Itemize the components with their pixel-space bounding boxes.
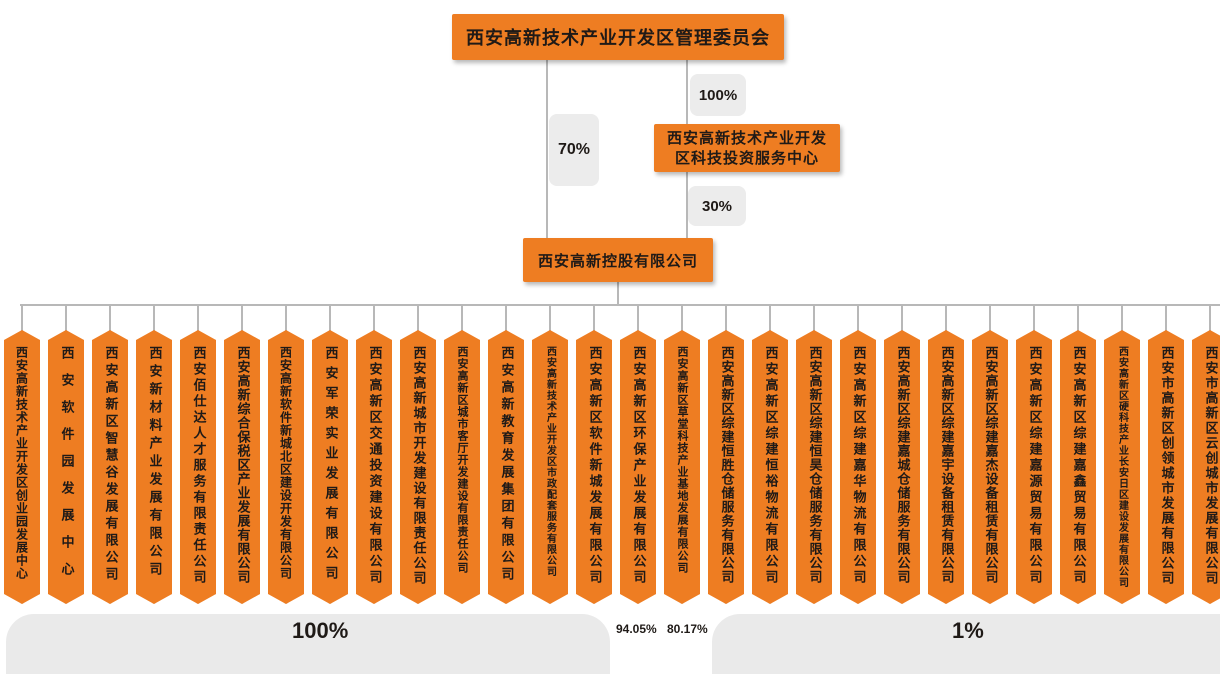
subsidiary-drop-line [65,304,67,332]
ownership-pct-committee-to-center: 100% [690,74,746,116]
subsidiary-name: 西安高新区软件新城发展有限公司 [586,346,602,586]
connector-committee-to-center [686,60,688,124]
subsidiary-box: 西安高新软件新城北区建设开发有限公司 [268,330,304,604]
subsidiary-name: 西安高新区智慧谷发展有限公司 [102,346,118,584]
connector-holding-down [617,282,619,304]
subsidiary-box: 西安军荣实业发展有限公司 [312,330,348,604]
subsidiary-name: 西安高新区环保产业发展有限公司 [630,346,646,586]
subsidiary-box: 西安高新教育发展集团有限公司 [488,330,524,604]
subsidiary-name: 西安高新区综建嘉杰设备租赁有限公司 [982,346,998,584]
subsidiary-drop-line [153,304,155,332]
subsidiary-name: 西安高新区草堂科技产业基地发展有限公司 [676,346,689,574]
ownership-pct-center-to-holding: 30% [688,186,746,226]
connector-committee-to-holding [546,60,548,238]
subsidiary-name: 西安高新区综建恒裕物流有限公司 [762,346,778,586]
subsidiary-drop-line [285,304,287,332]
subsidiary-drop-line [681,304,683,332]
subsidiary-name: 西安高新区综建嘉华物流有限公司 [850,346,866,586]
subsidiary-name: 西安高新综合保税区产业发展有限公司 [234,346,250,584]
subsidiary-box: 西安高新区综建恒昊仓储服务有限公司 [796,330,832,604]
subsidiary-drop-line [813,304,815,332]
subsidiary-name: 西安市高新区创领城市发展有限公司 [1158,346,1174,586]
subsidiary-drop-line [901,304,903,332]
subsidiary-name: 西安新材料产业发展有限公司 [146,346,162,580]
subsidiary-drop-line [329,304,331,332]
connector-subsidiary-bus [20,304,1220,306]
subsidiary-name: 西安高新区交通投资建设有限公司 [366,346,382,586]
subsidiary-box: 西安高新综合保税区产业发展有限公司 [224,330,260,604]
subsidiary-name: 西安高新区城市客厅开发建设有限责任公司 [456,346,469,574]
subsidiary-drop-line [1165,304,1167,332]
subsidiary-box: 西安高新区综建嘉华物流有限公司 [840,330,876,604]
subsidiary-name: 西安软件园发展中心 [58,346,74,589]
subsidiary-drop-line [461,304,463,332]
subsidiary-name: 西安军荣实业发展有限公司 [322,346,338,586]
subsidiary-drop-line [769,304,771,332]
subsidiary-drop-line [505,304,507,332]
subsidiary-name: 西安高新区综建恒昊仓储服务有限公司 [806,346,822,584]
subsidiary-box: 西安新材料产业发展有限公司 [136,330,172,604]
subsidiary-drop-line [549,304,551,332]
subsidiary-box: 西安高新城市开发建设有限责任公司 [400,330,436,604]
subsidiary-box: 西安高新区交通投资建设有限公司 [356,330,392,604]
subsidiary-box: 西安市高新区云创城市发展有限公司 [1192,330,1220,604]
subsidiary-box: 西安软件园发展中心 [48,330,84,604]
subsidiary-name: 西安高新区硬科技产业长安日区建设发展有限公司 [1116,346,1128,588]
subsidiary-drop-line [417,304,419,332]
subsidiary-box: 西安高新区综建嘉宇设备租赁有限公司 [928,330,964,604]
subsidiary-name: 西安高新技术产业开发区市政配套服务有限公司 [544,346,556,577]
ownership-pct-committee-to-holding: 70% [549,114,599,186]
subsidiary-drop-line [21,304,23,332]
subsidiary-name: 西安高新区综建嘉鑫贸易有限公司 [1070,346,1086,586]
subsidiary-name: 西安高新区综建嘉城仓储服务有限公司 [894,346,910,584]
subsidiary-drop-line [857,304,859,332]
subsidiary-drop-line [637,304,639,332]
subsidiary-drop-line [725,304,727,332]
subsidiary-drop-line [373,304,375,332]
holding-company-box: 西安高新控股有限公司 [523,238,713,282]
subsidiary-box: 西安佰仕达人才服务有限责任公司 [180,330,216,604]
subsidiary-box: 西安高新区软件新城发展有限公司 [576,330,612,604]
subsidiary-name: 西安高新教育发展集团有限公司 [498,346,514,584]
subsidiary-box: 西安高新区综建嘉城仓储服务有限公司 [884,330,920,604]
management-committee-box: 西安高新技术产业开发区管理委员会 [452,14,784,60]
connector-center-to-holding [686,172,688,238]
subsidiary-box: 西安高新区综建恒胜仓储服务有限公司 [708,330,744,604]
subsidiary-box: 西安高新区综建恒裕物流有限公司 [752,330,788,604]
group-pct-right: 1% [952,618,984,643]
subsidiary-name: 西安高新区综建嘉宇设备租赁有限公司 [938,346,954,584]
subsidiary-box: 西安高新技术产业开发区市政配套服务有限公司 [532,330,568,604]
subsidiary-box: 西安高新区草堂科技产业基地发展有限公司 [664,330,700,604]
group-pct-caotang: 80.17% [667,622,708,636]
subsidiary-name: 西安高新城市开发建设有限责任公司 [410,346,426,586]
subsidiary-drop-line [241,304,243,332]
subsidiary-box: 西安高新区城市客厅开发建设有限责任公司 [444,330,480,604]
subsidiary-drop-line [989,304,991,332]
subsidiary-drop-line [1077,304,1079,332]
investment-center-box: 西安高新技术产业开发区科技投资服务中心 [654,124,840,172]
subsidiary-drop-line [1121,304,1123,332]
subsidiary-drop-line [593,304,595,332]
subsidiary-name: 西安高新技术产业开发区创业园发展中心 [14,346,29,580]
subsidiary-drop-line [109,304,111,332]
subsidiary-drop-line [945,304,947,332]
subsidiary-drop-line [197,304,199,332]
group-pct-left: 100% [292,618,349,643]
subsidiary-box: 西安高新区硬科技产业长安日区建设发展有限公司 [1104,330,1140,604]
subsidiary-box: 西安高新区综建嘉杰设备租赁有限公司 [972,330,1008,604]
subsidiary-box: 西安高新区环保产业发展有限公司 [620,330,656,604]
subsidiary-box: 西安高新技术产业开发区创业园发展中心 [4,330,40,604]
subsidiary-name: 西安高新软件新城北区建设开发有限公司 [278,346,293,580]
subsidiary-drop-line [1033,304,1035,332]
subsidiary-box: 西安高新区智慧谷发展有限公司 [92,330,128,604]
subsidiary-drop-line [1209,304,1211,332]
subsidiary-name: 西安高新区综建恒胜仓储服务有限公司 [718,346,734,584]
subsidiary-box: 西安高新区综建嘉鑫贸易有限公司 [1060,330,1096,604]
subsidiary-name: 西安佰仕达人才服务有限责任公司 [190,346,206,586]
group-pct-environmental: 94.05% [616,622,657,636]
subsidiary-box: 西安高新区综建嘉源贸易有限公司 [1016,330,1052,604]
subsidiary-box: 西安市高新区创领城市发展有限公司 [1148,330,1184,604]
subsidiary-name: 西安市高新区云创城市发展有限公司 [1202,346,1218,586]
subsidiary-name: 西安高新区综建嘉源贸易有限公司 [1026,346,1042,586]
